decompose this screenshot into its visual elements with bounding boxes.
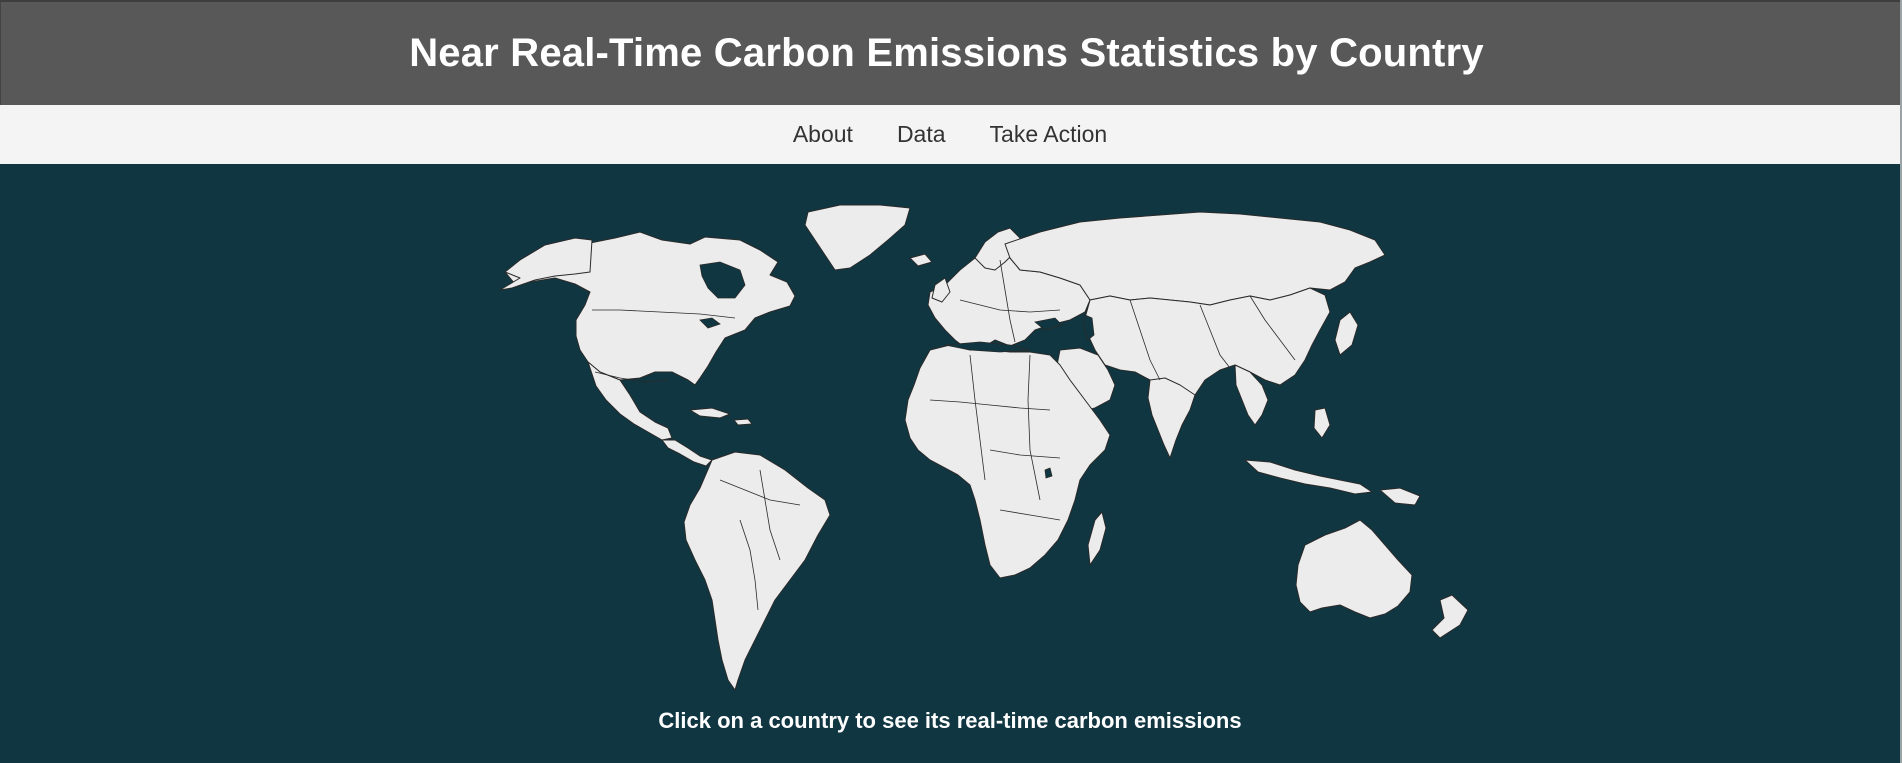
country-asia-central[interactable] (1084, 287, 1331, 421)
border-sa-1 (719, 479, 801, 506)
country-central-america[interactable] (661, 439, 713, 467)
country-madagascar[interactable] (1087, 511, 1107, 566)
country-hispaniola[interactable] (733, 418, 753, 426)
border-africa-2 (969, 354, 986, 481)
site-header: Near Real-Time Carbon Emissions Statisti… (0, 0, 1900, 105)
country-greenland[interactable] (804, 204, 911, 271)
border-africa-3 (1027, 354, 1041, 501)
country-japan[interactable] (1334, 311, 1359, 356)
nav-about[interactable]: About (792, 121, 853, 147)
country-cuba[interactable] (689, 407, 731, 419)
border-sa-2 (739, 519, 759, 611)
border-africa-4 (989, 449, 1061, 459)
border-sa-3 (759, 469, 781, 561)
country-southeast-asia[interactable] (1234, 364, 1269, 426)
world-map-container (0, 164, 1900, 763)
nav-take-action[interactable]: Take Action (989, 121, 1108, 147)
country-iceland[interactable] (909, 253, 933, 267)
border-europe-mid (959, 299, 1061, 313)
mediterranean-sea (944, 341, 1031, 353)
country-indonesia[interactable] (1244, 459, 1373, 495)
lake-victoria (1044, 467, 1053, 479)
great-lakes (699, 317, 721, 329)
country-mexico[interactable] (587, 361, 673, 441)
border-africa-1 (929, 399, 1051, 411)
nav-bar: About Data Take Action (0, 105, 1900, 164)
country-alaska[interactable] (499, 237, 593, 291)
border-europe-east (999, 259, 1016, 343)
map-caption: Click on a country to see its real-time … (658, 708, 1242, 733)
country-india[interactable] (1147, 377, 1196, 459)
world-map (499, 204, 1469, 691)
country-australia[interactable] (1295, 519, 1413, 619)
country-philippines[interactable] (1313, 407, 1331, 439)
page-title: Near Real-Time Carbon Emissions Statisti… (409, 31, 1484, 75)
country-south-america[interactable] (683, 451, 831, 691)
border-asia-3 (1249, 295, 1296, 361)
border-africa-5 (999, 509, 1061, 521)
country-papua[interactable] (1379, 487, 1421, 506)
border-asia-2 (1199, 304, 1231, 369)
caspian-sea (1083, 314, 1095, 341)
country-new-zealand[interactable] (1431, 594, 1469, 639)
country-uk[interactable] (931, 277, 951, 303)
hudson-bay (699, 261, 746, 299)
border-asia-1 (1129, 299, 1161, 381)
scrollbar[interactable] (1900, 0, 1902, 763)
nav-data[interactable]: Data (896, 121, 946, 147)
black-sea (1034, 317, 1063, 331)
border-us-canada (592, 309, 736, 319)
border-us-mexico (594, 371, 669, 383)
